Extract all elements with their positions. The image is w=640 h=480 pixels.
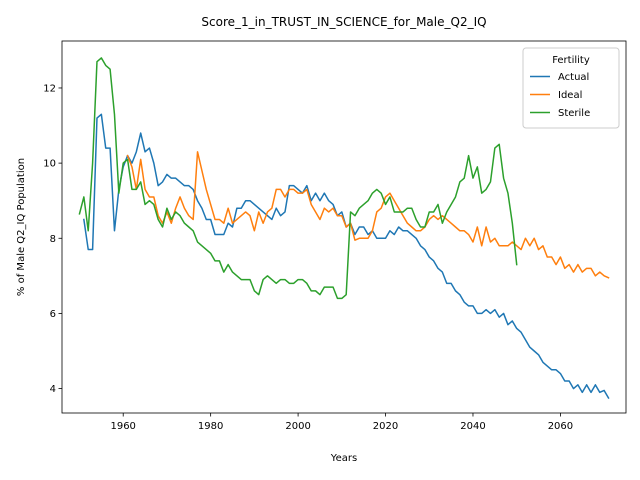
legend-title: Fertility bbox=[552, 55, 590, 66]
legend-entries: Actual Ideal Sterile bbox=[530, 72, 590, 119]
legend-label-sterile: Sterile bbox=[558, 108, 590, 119]
legend-label-ideal: Ideal bbox=[558, 90, 582, 101]
x-tick-label: 2020 bbox=[373, 421, 398, 432]
series-line-sterile bbox=[78, 57, 518, 300]
y-tick-label: 4 bbox=[50, 384, 56, 395]
legend: Fertility Actual Ideal Sterile bbox=[522, 47, 620, 129]
x-tick-label: 2000 bbox=[285, 421, 310, 432]
series-line-ideal bbox=[126, 151, 610, 279]
x-axis-title: Years bbox=[330, 453, 357, 464]
y-tick-label: 8 bbox=[50, 234, 56, 245]
x-tick-label: 2040 bbox=[460, 421, 485, 432]
y-tick-label: 12 bbox=[43, 83, 56, 94]
y-tick-label: 6 bbox=[50, 309, 56, 320]
axes-layer: 1960 1980 2000 2020 2040 2060 4 6 8 10 12 bbox=[43, 40, 627, 432]
legend-frame bbox=[522, 47, 620, 129]
y-tick-label: 10 bbox=[43, 159, 56, 170]
axes-frame bbox=[61, 40, 627, 414]
x-tick-label: 1980 bbox=[198, 421, 223, 432]
legend-label-actual: Actual bbox=[558, 72, 589, 83]
chart-title: Score_1_in_TRUST_IN_SCIENCE_for_Male_Q2_… bbox=[201, 15, 486, 29]
x-tick-label: 1960 bbox=[110, 421, 135, 432]
x-tick-label: 2060 bbox=[548, 421, 573, 432]
y-axis-title: % of Male Q2_IQ Population bbox=[16, 158, 27, 296]
series-layer bbox=[78, 57, 610, 399]
